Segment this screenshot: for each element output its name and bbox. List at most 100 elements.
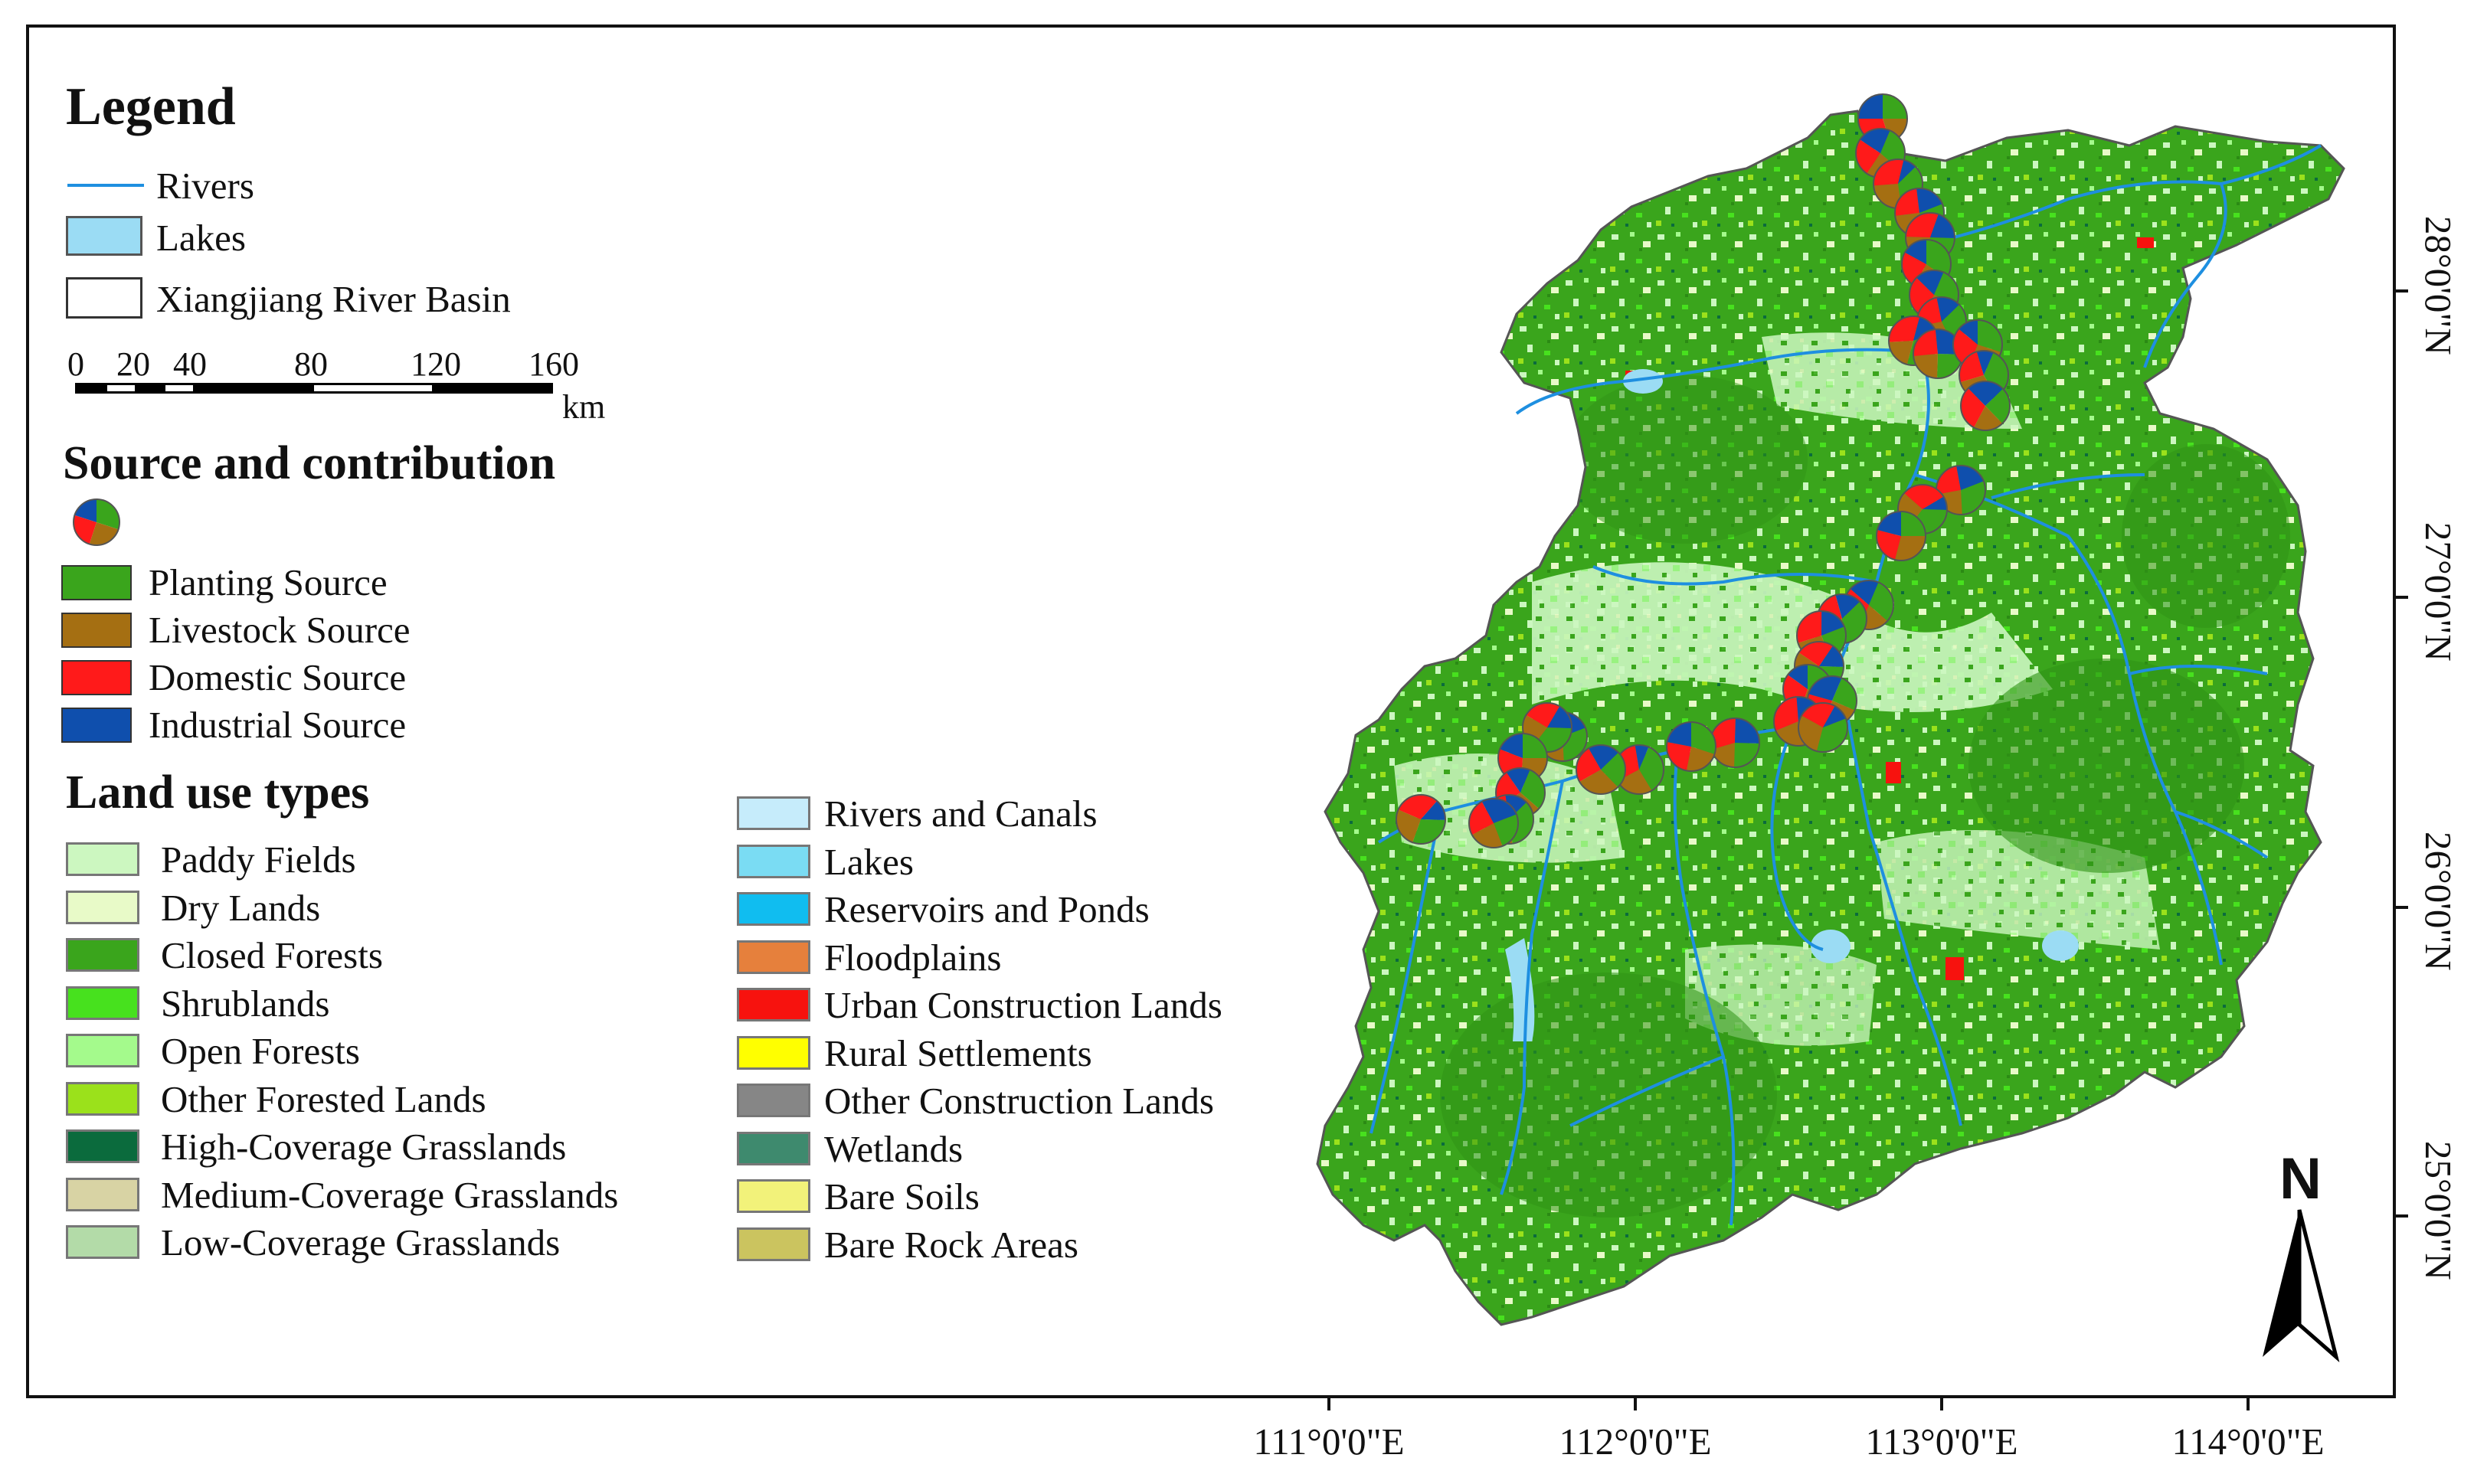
pie-slice bbox=[1860, 128, 1890, 153]
landuse-swatch bbox=[66, 938, 139, 972]
pie-slice bbox=[1734, 743, 1759, 767]
pie-slice bbox=[1601, 752, 1625, 787]
landuse-swatch bbox=[66, 1081, 139, 1116]
landuse-label: Bare Rock Areas bbox=[824, 1223, 1078, 1266]
pie-outline bbox=[1576, 744, 1626, 795]
pie-slice bbox=[1889, 316, 1920, 342]
pie-slice bbox=[1889, 341, 1913, 364]
scale-unit: km bbox=[562, 388, 606, 426]
pie-slice bbox=[1691, 722, 1716, 754]
landuse-swatch bbox=[66, 1034, 139, 1067]
source-planting: Planting Source bbox=[149, 561, 388, 603]
pie-slice bbox=[1520, 770, 1545, 809]
pie-slice bbox=[1589, 744, 1618, 770]
source-title: Source and contribution bbox=[63, 437, 556, 489]
legend-item-lakes: Lakes bbox=[156, 217, 246, 259]
legend-item-basin: Xiangjiang River Basin bbox=[156, 278, 511, 320]
pie-slice bbox=[1913, 354, 1938, 378]
landuse-label: Closed Forests bbox=[161, 934, 383, 976]
longitude-label: 114°0'0"E bbox=[2171, 1420, 2325, 1463]
north-arrow-icon bbox=[2263, 1209, 2340, 1363]
domestic-swatch bbox=[61, 660, 132, 695]
pie-slice bbox=[1481, 799, 1517, 823]
pie-slice bbox=[1934, 272, 1959, 305]
pie-slice bbox=[1913, 329, 1938, 357]
landuse-title: Land use types bbox=[66, 767, 370, 819]
landuse-label: Other Construction Lands bbox=[824, 1080, 1214, 1122]
livestock-swatch bbox=[61, 613, 132, 648]
pie-slice bbox=[1494, 814, 1518, 846]
landuse-label: Lakes bbox=[824, 840, 914, 883]
pie-slice bbox=[1903, 485, 1944, 509]
latitude-label: 28°0'0"N bbox=[2417, 216, 2459, 355]
legend-title: Legend bbox=[66, 77, 236, 136]
pie-outline bbox=[1876, 511, 1926, 561]
pie-slice bbox=[1823, 706, 1846, 727]
landuse-label: Reservoirs and Ponds bbox=[824, 888, 1150, 930]
pie-slice bbox=[1821, 611, 1844, 636]
landuse-swatch bbox=[737, 1084, 810, 1117]
planting-swatch bbox=[61, 565, 132, 600]
pie-slice bbox=[1895, 536, 1926, 561]
landuse-label: Floodplains bbox=[824, 936, 1002, 979]
pie-slice bbox=[1500, 734, 1523, 758]
pie-slice bbox=[1976, 351, 1994, 375]
pie-slice bbox=[1797, 611, 1822, 643]
scale-tick: 40 bbox=[173, 345, 207, 383]
pie-slice bbox=[1968, 381, 2003, 406]
pie-slice bbox=[1856, 139, 1880, 174]
pie-slice bbox=[1735, 718, 1759, 744]
pie-slice bbox=[1832, 678, 1857, 711]
pie-slice bbox=[1978, 320, 2002, 352]
rivers-line-swatch bbox=[67, 184, 144, 187]
latitude-label: 25°0'0"N bbox=[2417, 1141, 2459, 1280]
landuse-swatch bbox=[737, 940, 810, 974]
landuse-swatch bbox=[737, 988, 810, 1021]
pie-slice bbox=[1926, 240, 1951, 279]
pie-slice bbox=[1412, 819, 1445, 844]
pie-outline bbox=[1666, 721, 1716, 772]
pie-slice bbox=[1959, 320, 1978, 345]
pie-slice bbox=[1617, 770, 1652, 795]
basin-swatch bbox=[66, 277, 142, 319]
scale-tick: 120 bbox=[411, 345, 461, 383]
pie-slice bbox=[1471, 823, 1503, 848]
pie-slice bbox=[1788, 665, 1808, 689]
landuse-label: Open Forests bbox=[161, 1030, 360, 1072]
pie-slice bbox=[1873, 159, 1904, 186]
pie-slice bbox=[1930, 214, 1955, 238]
map-frame bbox=[26, 25, 2396, 1398]
pie-slice bbox=[1710, 718, 1736, 750]
scale-tick: 160 bbox=[529, 345, 579, 383]
pie-slice bbox=[1894, 188, 1919, 216]
pie-slice bbox=[1819, 646, 1844, 667]
landuse-swatch bbox=[66, 1225, 139, 1259]
pie-outline bbox=[1960, 381, 2011, 431]
landuse-label: Wetlands bbox=[824, 1127, 964, 1170]
landuse-swatch bbox=[66, 986, 139, 1020]
pie-slice bbox=[1850, 580, 1879, 605]
industrial-swatch bbox=[61, 708, 132, 743]
pie-slice bbox=[1936, 297, 1959, 322]
pie-slice bbox=[1936, 466, 1961, 495]
pie-slice bbox=[97, 499, 119, 530]
pie-slice bbox=[1711, 743, 1735, 767]
landuse-swatch bbox=[66, 1177, 139, 1211]
pie-slice bbox=[1798, 642, 1833, 666]
pie-outline bbox=[1396, 794, 1446, 845]
landuse-swatch bbox=[737, 1131, 810, 1165]
landuse-label: Urban Construction Lands bbox=[824, 984, 1222, 1026]
pie-slice bbox=[1898, 159, 1916, 184]
pie-slice bbox=[1576, 748, 1601, 782]
pie-slice bbox=[1902, 252, 1926, 286]
landuse-swatch bbox=[66, 890, 139, 924]
landuse-swatch bbox=[737, 844, 810, 878]
pie-outline bbox=[1468, 798, 1519, 848]
landuse-swatch bbox=[66, 842, 139, 876]
basin-outline bbox=[1316, 110, 2345, 1326]
pie-slice bbox=[1913, 317, 1936, 341]
pie-slice bbox=[1579, 770, 1618, 794]
pie-slice bbox=[1398, 795, 1438, 819]
longitude-label: 111°0'0"E bbox=[1253, 1420, 1405, 1463]
